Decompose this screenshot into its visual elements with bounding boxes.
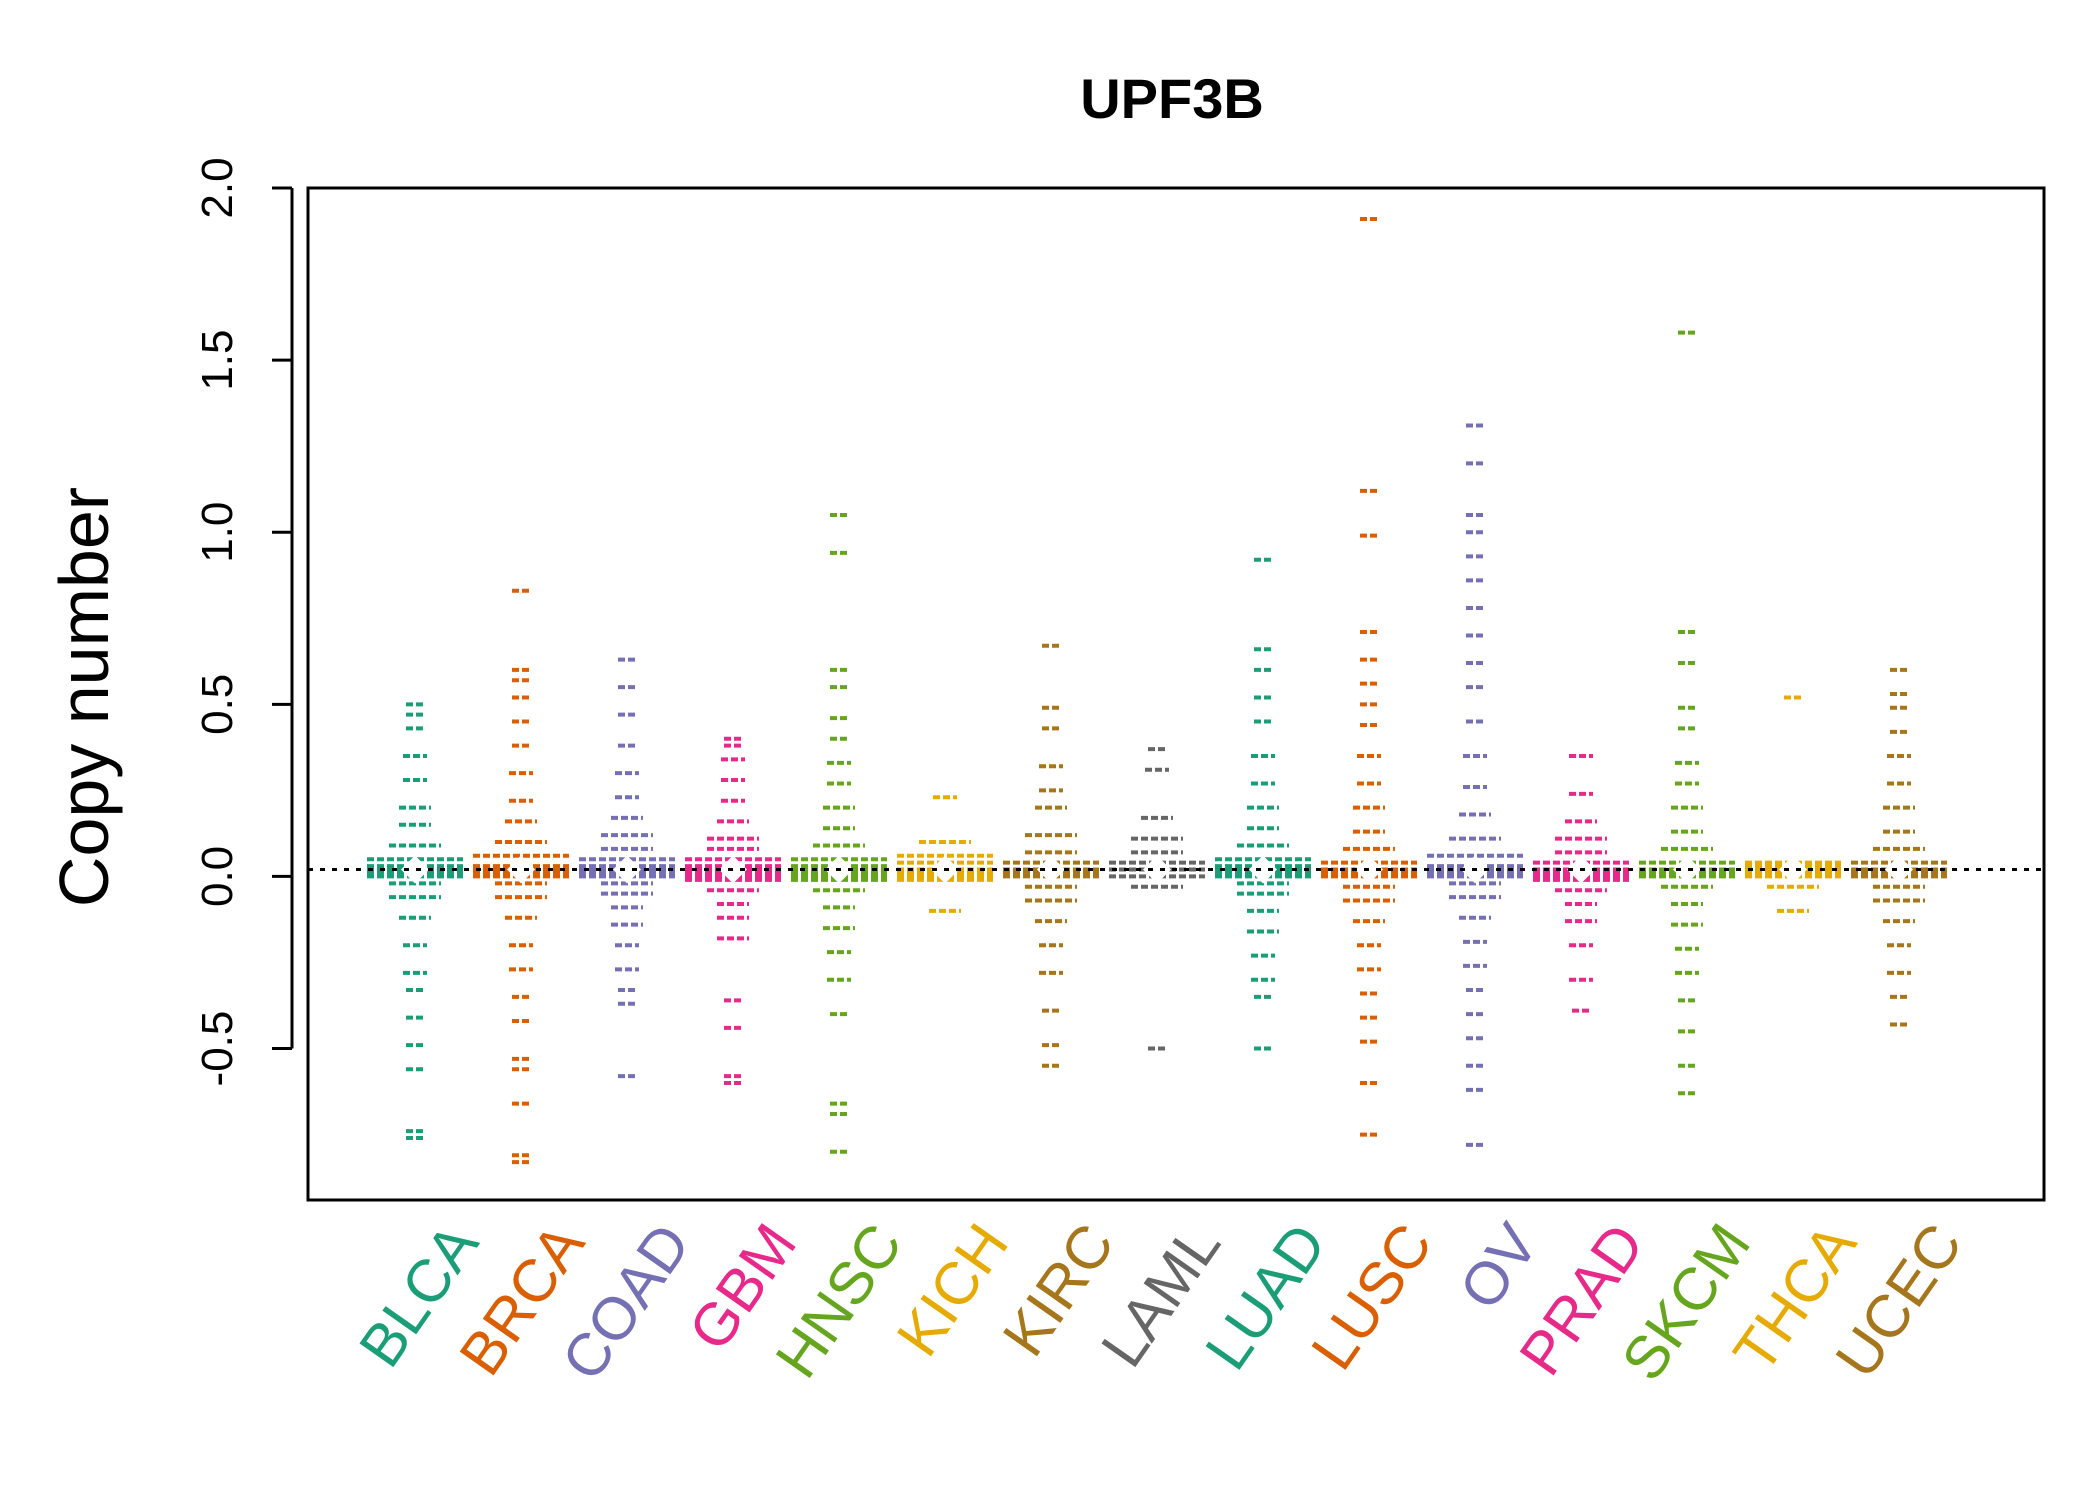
series-laml (1109, 747, 1205, 1051)
x-tick-label-kich: KICH (884, 1212, 1021, 1368)
median-marker (401, 855, 429, 884)
median-marker (507, 855, 535, 884)
y-axis: -0.5 0.0 0.5 1.0 1.5 2.0 (193, 157, 294, 1087)
median-marker (1037, 855, 1065, 884)
series-kich (897, 795, 993, 913)
y-tick-label: 1.0 (193, 502, 242, 563)
series-lusc (1321, 216, 1417, 1137)
series-gbm (685, 736, 781, 1085)
series-ov (1427, 423, 1523, 1147)
series-thca (1745, 695, 1841, 913)
y-tick-label: 1.5 (193, 330, 242, 391)
median-marker (1143, 855, 1171, 884)
series-skcm (1639, 330, 1735, 1096)
series-coad (579, 657, 675, 1079)
series-hnsc (791, 513, 887, 1154)
plot-marks (367, 216, 1947, 1165)
y-tick-label: 0.5 (193, 674, 242, 735)
plot-frame (306, 186, 2046, 1202)
chart-title: UPF3B (1080, 67, 1264, 130)
series-kirc (1003, 643, 1099, 1068)
median-marker (613, 855, 641, 884)
series-ucec (1851, 667, 1947, 1027)
median-marker (1673, 855, 1701, 884)
x-tick-label-ov: OV (1446, 1212, 1551, 1321)
series-prad (1533, 753, 1629, 1013)
median-marker (1779, 855, 1807, 884)
y-tick-label: -0.5 (193, 1011, 242, 1087)
series-brca (473, 588, 569, 1165)
y-tick-label: 2.0 (193, 157, 242, 218)
median-marker (1249, 855, 1277, 884)
y-axis-label: Copy number (45, 487, 123, 907)
median-marker (1885, 855, 1913, 884)
y-tick-label: 0.0 (193, 846, 242, 907)
series-luad (1215, 557, 1311, 1051)
series-blca (367, 702, 463, 1141)
